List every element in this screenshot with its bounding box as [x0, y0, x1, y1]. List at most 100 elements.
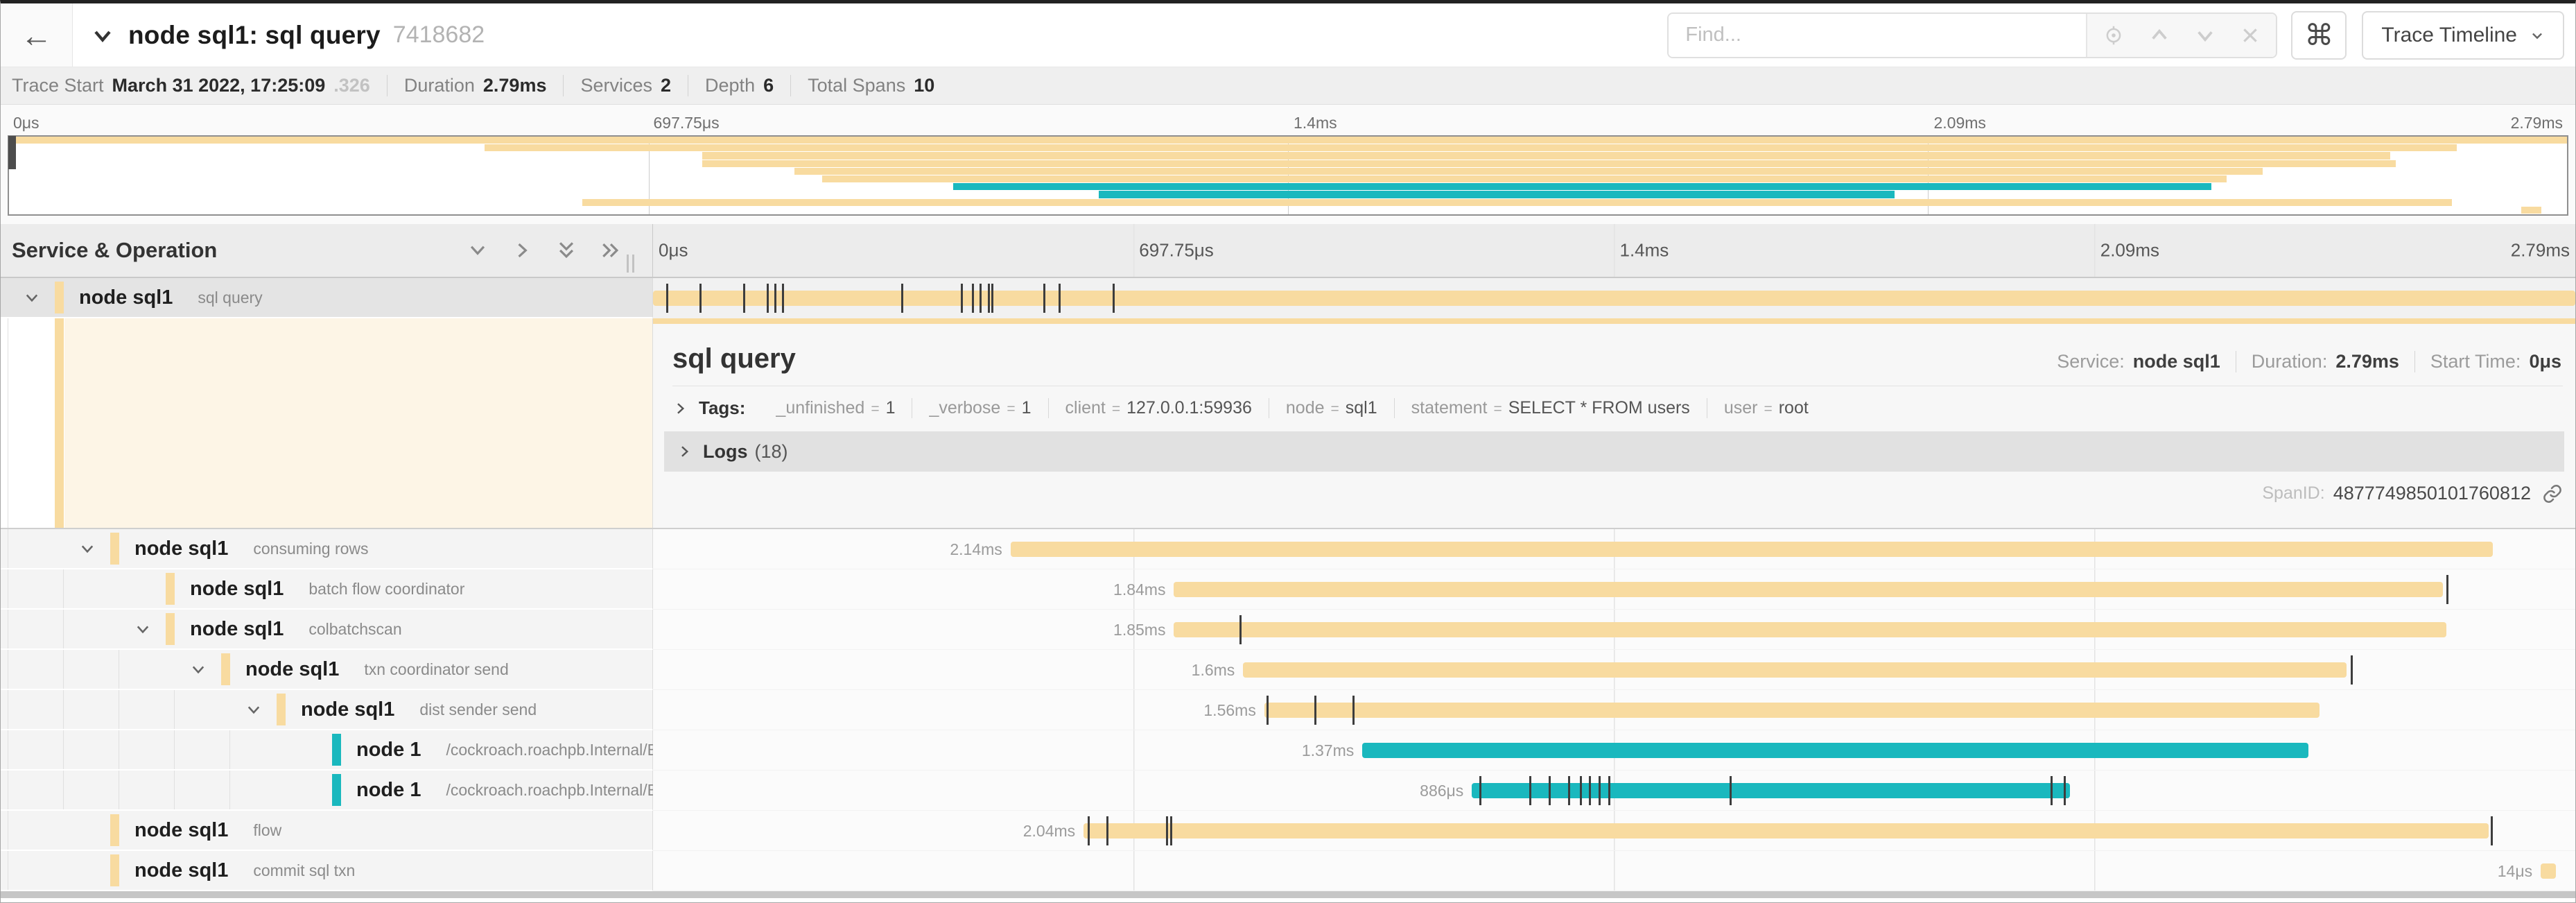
expander-chevron-down-icon[interactable] [186, 660, 210, 678]
expand-one-chevron-right-icon[interactable] [511, 239, 533, 261]
span-bar-cell[interactable]: 1.37ms [653, 730, 2575, 771]
expander-chevron-down-icon[interactable] [20, 289, 44, 307]
tree-cell[interactable]: node sql1flow [1, 811, 653, 851]
trace-row[interactable]: node sql1flow 2.04ms [1, 811, 2575, 851]
tag-key: _verbose [929, 398, 1000, 418]
tree-cell[interactable]: node sql1dist sender send [1, 690, 653, 730]
tree-cell[interactable]: node sql1sql query [1, 278, 653, 318]
trace-row[interactable]: node sql1 consuming rows 2.14ms [1, 529, 2575, 569]
span-bar[interactable] [1084, 823, 2489, 839]
collapse-deep-double-chevron-down-icon[interactable] [555, 239, 577, 261]
minimap-canvas[interactable] [8, 135, 2568, 216]
minimap-span [2521, 207, 2542, 214]
trace-row[interactable]: node sql1dist sender send 1.56ms [1, 690, 2575, 730]
indent-guide [174, 771, 175, 809]
span-bar-cell[interactable]: 1.6ms [653, 650, 2575, 690]
expander-chevron-down-icon[interactable] [242, 700, 266, 719]
tree-cell[interactable]: node 1/cockroach.roachpb.Internal/Batch [1, 771, 653, 811]
span-bar-cell[interactable]: 1.56ms [653, 690, 2575, 730]
tree-cell[interactable]: node sql1colbatchscan [1, 610, 653, 650]
tag-key: node [1286, 398, 1325, 418]
minimap-row [9, 137, 2567, 144]
span-duration-label: 1.37ms [1302, 730, 1362, 771]
span-bar[interactable] [2541, 863, 2556, 879]
span-bar-cell[interactable]: 886μs [653, 771, 2575, 811]
span-bar[interactable] [1472, 783, 2069, 798]
service-color-bar [110, 533, 119, 565]
minimap-ruler: 0μs697.75μs1.4ms2.09ms2.79ms [8, 108, 2568, 135]
tag-item[interactable]: _unfinished=1 [759, 398, 912, 418]
tag-item[interactable]: statement=SELECT * FROM users [1394, 398, 1707, 418]
tag-key: statement [1411, 398, 1488, 418]
span-bar-cell[interactable]: 2.04ms [653, 811, 2575, 851]
tags-chevron-right-icon[interactable] [672, 401, 688, 416]
locate-icon[interactable] [2104, 26, 2123, 45]
span-bar[interactable] [1174, 622, 2446, 637]
span-bar[interactable] [1264, 703, 2320, 718]
clear-find-icon[interactable] [2241, 26, 2259, 44]
service-color-bar [110, 854, 119, 886]
span-bar[interactable] [1174, 582, 2442, 597]
service-name: node sql1 [134, 538, 228, 560]
expander-chevron-down-icon[interactable] [76, 540, 99, 558]
span-bar[interactable] [1011, 542, 2493, 557]
page-header: ← node sql1: sql query 7418682 [1, 3, 2575, 67]
tree-cell[interactable]: node sql1batch flow coordinator [1, 569, 653, 610]
indent-guide [229, 771, 230, 809]
back-button[interactable]: ← [1, 3, 73, 67]
span-detail-title: sql query [672, 343, 2042, 375]
span-bar[interactable] [1243, 662, 2347, 678]
minimap-range-handle[interactable] [8, 136, 16, 169]
trace-title-group[interactable]: node sql1: sql query 7418682 [73, 21, 485, 50]
expand-all-double-chevron-right-icon[interactable] [600, 239, 622, 261]
keyboard-shortcuts-button[interactable]: ⌘ [2291, 11, 2347, 60]
span-bar[interactable] [653, 291, 2575, 306]
trace-row[interactable]: node sql1batch flow coordinator1.84ms [1, 569, 2575, 610]
trace-row[interactable]: node sql1sql query [1, 278, 2575, 318]
span-bar[interactable] [1362, 743, 2308, 758]
view-select-button[interactable]: Trace Timeline [2362, 11, 2564, 60]
horizontal-scrollbar[interactable] [1, 891, 2575, 898]
logs-section[interactable]: Logs (18) [664, 431, 2564, 472]
minimap-span [1099, 191, 1895, 198]
trace-row[interactable]: node 1/cockroach.roachpb.Internal/Batch 1… [1, 730, 2575, 771]
tree-cell[interactable]: node sql1 consuming rows [1, 529, 653, 569]
operation-name: consuming rows [253, 540, 368, 558]
tree-cell[interactable]: node sql1txn coordinator send [1, 650, 653, 690]
minimap-span [485, 144, 2457, 151]
trace-row[interactable]: node sql1commit sql txn14μs [1, 851, 2575, 891]
column-resize-grip[interactable] [627, 255, 634, 273]
span-bar-cell[interactable]: 14μs [653, 851, 2575, 891]
collapse-trace-chevron-down-icon[interactable] [92, 25, 113, 46]
service-operation-label: Service & Operation [12, 238, 467, 263]
tag-item[interactable]: user=root [1707, 398, 1825, 418]
span-bar-cell[interactable] [653, 278, 2575, 318]
logs-chevron-right-icon[interactable] [677, 444, 692, 459]
tag-item[interactable]: client=127.0.0.1:59936 [1048, 398, 1269, 418]
collapse-all-chevron-down-icon[interactable] [467, 239, 489, 261]
deep-link-icon[interactable] [2542, 483, 2563, 504]
log-tick [782, 284, 784, 313]
service-color-bar [332, 734, 341, 766]
next-match-chevron-down-icon[interactable] [2195, 26, 2215, 45]
tree-cell[interactable]: node sql1commit sql txn [1, 851, 653, 891]
span-bar-cell[interactable]: 2.14ms [653, 529, 2575, 569]
trace-row[interactable]: node sql1txn coordinator send1.6ms [1, 650, 2575, 690]
log-tick [1059, 284, 1061, 313]
trace-row[interactable]: node sql1colbatchscan1.85ms [1, 610, 2575, 650]
tag-item[interactable]: node=sql1 [1269, 398, 1394, 418]
span-bar-cell[interactable]: 1.84ms [653, 569, 2575, 610]
span-duration-label: 1.56ms [1203, 690, 1264, 730]
tree-cell[interactable]: node 1/cockroach.roachpb.Internal/Batch [1, 730, 653, 771]
expander-chevron-down-icon[interactable] [131, 620, 155, 638]
span-bar-cell[interactable]: 1.85ms [653, 610, 2575, 650]
trace-row[interactable]: node 1/cockroach.roachpb.Internal/Batch8… [1, 771, 2575, 811]
span-duration-label: 2.04ms [1023, 811, 1084, 851]
prev-match-chevron-up-icon[interactable] [2150, 26, 2169, 45]
operation-name: /cockroach.roachpb.Internal/Batch [446, 781, 688, 800]
minimap-span [582, 199, 2452, 206]
tag-item[interactable]: _verbose=1 [912, 398, 1047, 418]
ruler-tick-label: 697.75μs [654, 114, 720, 132]
find-input[interactable] [1669, 14, 2086, 57]
tags-section[interactable]: Tags: _unfinished=1_verbose=1client=127.… [653, 386, 2575, 429]
